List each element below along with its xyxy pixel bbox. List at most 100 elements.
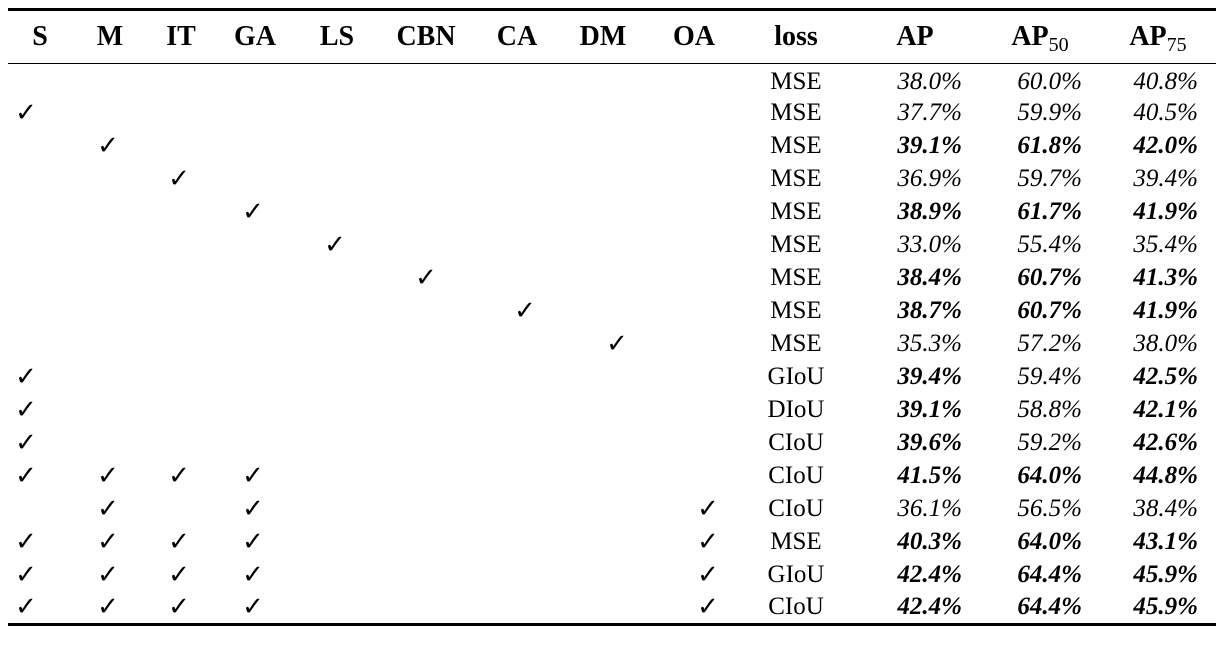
check-mark-icon: ✓	[168, 527, 190, 556]
cell-ga	[214, 97, 296, 130]
cell-ca	[474, 328, 560, 361]
cell-loss: DIoU	[767, 396, 825, 423]
cell-ap50: 58.8%	[1017, 396, 1082, 423]
col-header-ap50: AP50	[980, 8, 1100, 64]
check-mark-icon: ✓	[15, 527, 37, 556]
cell-dm	[560, 130, 646, 163]
cell-oa: ✓	[646, 493, 742, 526]
cell-m: ✓	[72, 559, 148, 592]
cell-ls	[296, 394, 378, 427]
check-mark-icon: ✓	[15, 428, 37, 457]
cell-ga: ✓	[214, 559, 296, 592]
cell-ap50: 59.2%	[1017, 429, 1082, 456]
ap75-subscript: 75	[1166, 34, 1187, 56]
cell-cbn	[378, 559, 474, 592]
cell-ca	[474, 394, 560, 427]
cell-ap50: 61.7%	[1017, 198, 1082, 225]
cell-dm	[560, 460, 646, 493]
cell-m	[72, 64, 148, 97]
table-row: ✓ MSE 38.7% 60.7% 41.9%	[8, 295, 1216, 328]
cell-ls	[296, 295, 378, 328]
cell-it	[148, 229, 214, 262]
cell-ga	[214, 229, 296, 262]
col-header-it: IT	[148, 8, 214, 64]
cell-ap50: 64.4%	[980, 591, 1100, 626]
cell-ap: 39.4%	[897, 363, 962, 390]
table-row: ✓ GIoU 39.4% 59.4% 42.5%	[8, 361, 1216, 394]
cell-ap75: 40.8%	[1133, 68, 1198, 96]
cell-ap: 38.7%	[897, 297, 962, 324]
table-row: ✓ MSE 36.9% 59.7% 39.4%	[8, 163, 1216, 196]
cell-dm	[560, 427, 646, 460]
cell-s	[8, 328, 72, 361]
check-mark-icon: ✓	[697, 527, 719, 556]
check-mark-icon: ✓	[15, 98, 37, 127]
cell-cbn	[378, 526, 474, 559]
check-mark-icon: ✓	[242, 560, 264, 589]
cell-ap: 36.9%	[897, 165, 962, 192]
col-header-ap: AP	[850, 8, 980, 64]
cell-it: ✓	[148, 591, 214, 626]
cell-ap75: 45.9%	[1133, 561, 1198, 588]
cell-ap: 35.3%	[897, 330, 962, 357]
cell-ap75: 40.5%	[1133, 99, 1198, 126]
cell-ga: ✓	[214, 591, 296, 626]
cell-ap: 37.7%	[897, 99, 962, 126]
table-row: ✓ MSE 38.9% 61.7% 41.9%	[8, 196, 1216, 229]
cell-loss: CIoU	[768, 429, 824, 456]
cell-ls	[296, 262, 378, 295]
table-row: ✓ ✓ ✓ ✓ CIoU 41.5% 64.0% 44.8%	[8, 460, 1216, 493]
cell-ls	[296, 493, 378, 526]
cell-oa: ✓	[646, 559, 742, 592]
cell-ap50: 59.7%	[1017, 165, 1082, 192]
cell-oa	[646, 328, 742, 361]
check-mark-icon: ✓	[97, 494, 119, 523]
cell-it	[148, 262, 214, 295]
cell-dm	[560, 64, 646, 97]
check-mark-icon: ✓	[97, 560, 119, 589]
cell-ca	[474, 97, 560, 130]
cell-ca	[474, 460, 560, 493]
table-row: ✓ MSE 38.4% 60.7% 41.3%	[8, 262, 1216, 295]
cell-cbn	[378, 394, 474, 427]
cell-m	[72, 97, 148, 130]
cell-ca	[474, 361, 560, 394]
cell-dm	[560, 361, 646, 394]
header-row: S M IT GA LS CBN CA DM OA loss AP AP50 A…	[8, 8, 1216, 64]
cell-ga	[214, 328, 296, 361]
check-mark-icon: ✓	[242, 592, 264, 622]
table-row: ✓ CIoU 39.6% 59.2% 42.6%	[8, 427, 1216, 460]
cell-ls	[296, 196, 378, 229]
check-mark-icon: ✓	[15, 395, 37, 424]
check-mark-icon: ✓	[15, 461, 37, 490]
table-row: ✓ MSE 37.7% 59.9% 40.5%	[8, 97, 1216, 130]
cell-dm	[560, 559, 646, 592]
check-mark-icon: ✓	[242, 197, 264, 226]
cell-oa	[646, 229, 742, 262]
cell-ga	[214, 262, 296, 295]
cell-ca	[474, 591, 560, 626]
cell-it	[148, 427, 214, 460]
cell-ap75: 42.0%	[1133, 132, 1198, 159]
cell-ls	[296, 526, 378, 559]
cell-dm	[560, 591, 646, 626]
cell-oa	[646, 97, 742, 130]
cell-s: ✓	[8, 591, 72, 626]
cell-s: ✓	[8, 361, 72, 394]
check-mark-icon: ✓	[606, 329, 628, 358]
cell-loss: GIoU	[767, 561, 825, 588]
cell-s: ✓	[8, 427, 72, 460]
cell-dm	[560, 493, 646, 526]
cell-loss: MSE	[770, 165, 822, 192]
table-body: MSE 38.0% 60.0% 40.8% ✓ MSE 37.7% 59.9% 40.5% ✓ MS…	[8, 64, 1216, 626]
table-row: ✓ MSE 39.1% 61.8% 42.0%	[8, 130, 1216, 163]
check-mark-icon: ✓	[168, 461, 190, 490]
cell-it: ✓	[148, 559, 214, 592]
check-mark-icon: ✓	[168, 592, 190, 622]
cell-dm	[560, 262, 646, 295]
cell-m	[72, 163, 148, 196]
cell-oa	[646, 163, 742, 196]
cell-it	[148, 196, 214, 229]
ap50-subscript: 50	[1048, 34, 1069, 56]
cell-ca	[474, 559, 560, 592]
